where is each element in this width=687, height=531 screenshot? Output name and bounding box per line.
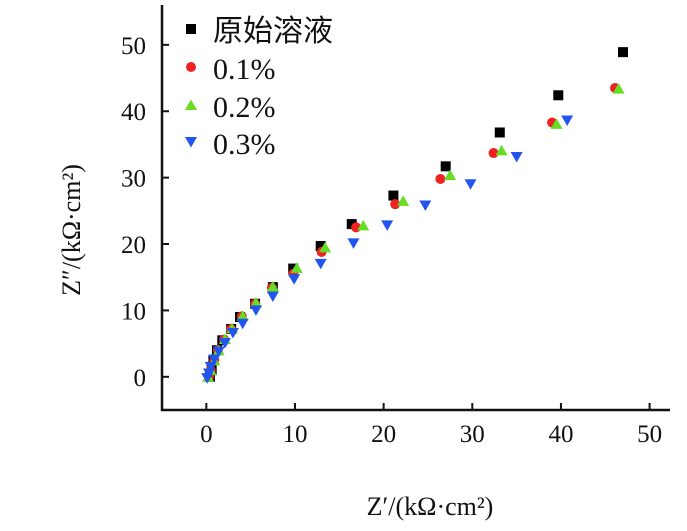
x-tick-label: 30 <box>460 421 485 448</box>
legend-marker <box>186 62 196 72</box>
data-point <box>226 327 239 339</box>
legend-label: 0.1% <box>213 53 276 86</box>
data-point <box>236 310 249 321</box>
data-point <box>419 200 432 212</box>
data-point <box>288 274 301 285</box>
data-point <box>612 83 625 94</box>
data-point <box>218 337 231 349</box>
data-point <box>444 169 457 180</box>
tick-labels: 0 10 20 30 40 50 0 10 20 30 40 50 <box>121 33 662 448</box>
legend-label: 0.3% <box>213 128 276 161</box>
legend-marker <box>185 137 197 148</box>
x-tick-label: 0 <box>200 421 213 448</box>
legend-item: 0.2% <box>185 91 276 124</box>
data-point <box>553 90 564 101</box>
y-tick-label: 50 <box>121 33 146 60</box>
data-point <box>397 195 410 206</box>
data-point <box>249 296 262 308</box>
data-point <box>208 354 221 366</box>
data-point <box>212 346 225 358</box>
data-point <box>290 262 303 273</box>
data-point <box>346 219 357 230</box>
x-tick-label: 20 <box>371 421 396 448</box>
data-point <box>388 190 399 201</box>
data-point <box>561 115 574 127</box>
data-point <box>464 179 477 190</box>
legend-item: 0.3% <box>185 128 276 161</box>
data-point <box>266 281 279 292</box>
series-3 <box>201 115 574 384</box>
y-tick-label: 0 <box>134 365 147 392</box>
y-axis-label: Z″/(kΩ·cm²) <box>57 164 86 296</box>
data-point <box>315 241 326 252</box>
axes <box>160 5 670 412</box>
data-point <box>435 173 446 184</box>
y-tick-label: 30 <box>121 166 146 193</box>
y-tick-label: 10 <box>121 298 146 325</box>
x-tick-label: 10 <box>282 421 307 448</box>
legend-marker <box>185 99 197 110</box>
data-point <box>440 161 451 172</box>
data-point <box>618 47 629 58</box>
data-point <box>494 127 505 138</box>
legend-item: 0.1% <box>186 53 276 86</box>
data-point <box>510 152 523 163</box>
y-tick-label: 20 <box>121 232 146 259</box>
x-axis-label: Z′/(kΩ·cm²) <box>367 492 494 521</box>
legend: 原始溶液 0.1% 0.2% 0.3% <box>185 15 333 161</box>
legend-marker <box>186 24 196 34</box>
data-point <box>488 148 499 159</box>
x-tick-label: 50 <box>637 421 662 448</box>
data-point <box>550 118 563 129</box>
legend-label: 原始溶液 <box>213 15 333 48</box>
data-point <box>266 291 279 302</box>
y-tick-label: 40 <box>121 99 146 126</box>
data-point <box>236 318 249 330</box>
data-point <box>288 263 299 274</box>
data-point <box>390 199 401 210</box>
data-point <box>249 305 262 316</box>
data-points <box>201 47 629 384</box>
data-point <box>347 238 360 249</box>
data-point <box>381 220 394 231</box>
data-point <box>319 241 332 253</box>
data-point <box>314 258 327 270</box>
data-point <box>204 361 217 373</box>
data-point <box>495 144 508 156</box>
legend-item: 原始溶液 <box>186 15 333 48</box>
x-tick-label: 40 <box>548 421 573 448</box>
data-point <box>202 368 215 379</box>
legend-label: 0.2% <box>213 91 276 124</box>
data-point <box>357 219 370 231</box>
